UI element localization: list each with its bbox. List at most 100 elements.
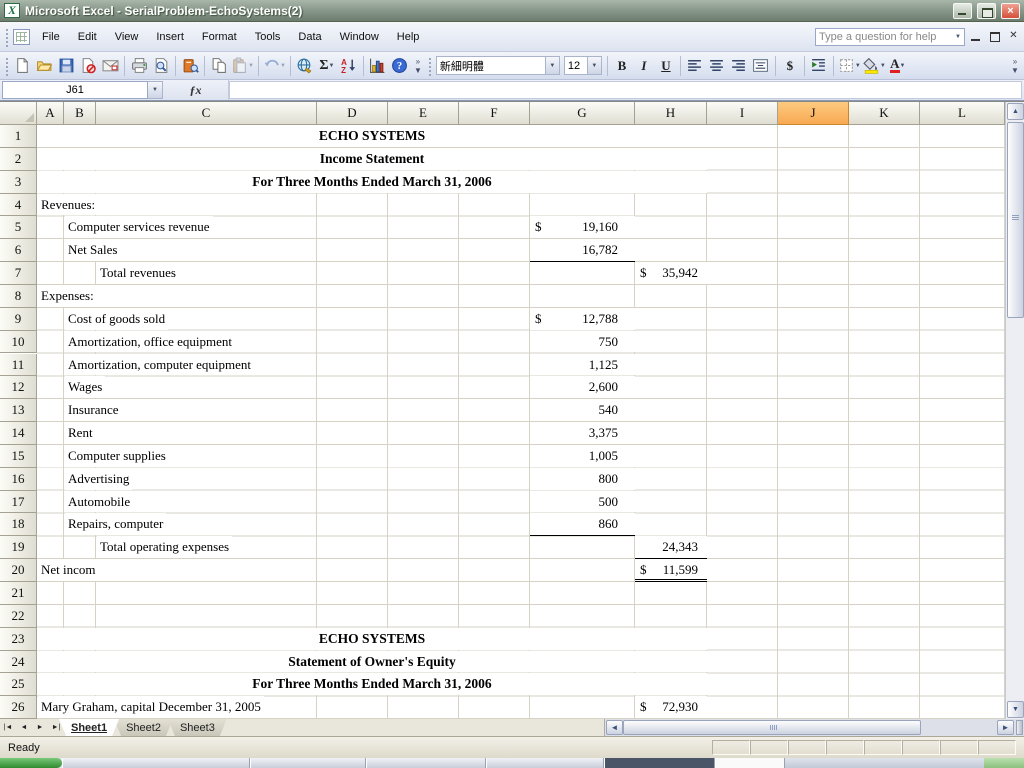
autosum-icon[interactable]: Σ ▼ [319, 57, 335, 73]
cell-A26[interactable]: Mary Graham, capital December 31, 2005 [38, 696, 264, 719]
row-header-6[interactable]: 6 [0, 239, 37, 263]
row-header-15[interactable]: 15 [0, 444, 37, 468]
cell-B14[interactable]: Rent [65, 422, 96, 444]
formula-input[interactable] [229, 81, 1022, 99]
workbook-close-icon[interactable]: ✕ [1009, 30, 1018, 41]
scroll-down-icon[interactable]: ▼ [1007, 701, 1024, 718]
cell-G12[interactable]: 2,600 [530, 376, 635, 399]
start-button[interactable] [0, 758, 62, 768]
cell-C7[interactable]: Total revenues [97, 262, 179, 284]
row-header-25[interactable]: 25 [0, 673, 37, 697]
column-header-H[interactable]: H [635, 102, 707, 125]
row-header-16[interactable]: 16 [0, 467, 37, 491]
cell-B9[interactable]: Cost of goods sold [65, 307, 169, 330]
scroll-left-icon[interactable]: ◄ [606, 720, 623, 735]
column-header-A[interactable]: A [37, 102, 64, 125]
font-color-icon[interactable]: A ▼ [890, 56, 906, 73]
column-header-K[interactable]: K [849, 102, 920, 125]
borders-icon[interactable]: ▼ [837, 55, 862, 77]
minimize-button[interactable] [953, 2, 972, 19]
menu-edit[interactable]: Edit [77, 30, 97, 43]
font-size-combo[interactable]: 12 ▼ [563, 56, 602, 75]
menu-format[interactable]: Format [201, 30, 237, 43]
bold-icon[interactable]: B [617, 57, 627, 73]
align-center-icon[interactable] [706, 55, 728, 77]
cell-B10[interactable]: Amortization, office equipment [65, 330, 236, 353]
cell-A-H-row25[interactable]: For Three Months Ended March 31, 2006 [37, 673, 707, 696]
scrollbar-splitter[interactable] [1016, 720, 1023, 735]
print-preview-icon[interactable] [150, 55, 172, 77]
column-header-F[interactable]: F [459, 102, 530, 125]
cell-A-H-row24[interactable]: Statement of Owner's Equity [37, 650, 707, 673]
row-header-4[interactable]: 4 [0, 193, 37, 217]
row-header-24[interactable]: 24 [0, 650, 37, 674]
row-header-10[interactable]: 10 [0, 330, 37, 354]
open-icon[interactable] [33, 55, 55, 77]
name-box-dropdown-icon[interactable]: ▼ [148, 81, 163, 99]
row-header-2[interactable]: 2 [0, 147, 37, 171]
chevron-down-icon[interactable]: ▼ [586, 57, 601, 74]
row-header-17[interactable]: 17 [0, 490, 37, 514]
help-question-input[interactable]: Type a question for help ▼ [815, 27, 965, 46]
column-header-J[interactable]: J [778, 102, 849, 125]
row-header-9[interactable]: 9 [0, 307, 37, 331]
taskbar-button[interactable] [366, 758, 486, 768]
restore-button[interactable] [977, 2, 996, 19]
column-header-L[interactable]: L [920, 102, 1005, 125]
align-left-icon[interactable] [684, 55, 706, 77]
cell-A4[interactable]: Revenues: [38, 193, 99, 216]
cell-B17[interactable]: Automobile [65, 490, 134, 513]
align-right-icon[interactable] [728, 55, 750, 77]
cell-G15[interactable]: 1,005 [530, 444, 635, 467]
name-box[interactable]: J61 [2, 81, 148, 99]
cell-G18[interactable]: 860 [530, 513, 635, 537]
font-name-combo[interactable]: 新細明體 ▼ [435, 56, 560, 75]
taskbar-button[interactable] [62, 758, 250, 768]
chart-wizard-icon[interactable] [367, 55, 389, 77]
cell-B11[interactable]: Amortization, computer equipment [65, 353, 255, 376]
insert-function-icon[interactable]: ƒx [163, 80, 229, 100]
cell-G13[interactable]: 540 [530, 399, 635, 422]
cell-A-H-row1[interactable]: ECHO SYSTEMS [37, 125, 707, 147]
cell-G5[interactable]: $19,160 [530, 216, 635, 239]
row-header-1[interactable]: 1 [0, 125, 37, 148]
research-icon[interactable] [179, 55, 201, 77]
row-header-18[interactable]: 18 [0, 513, 37, 537]
last-sheet-icon[interactable]: ►| [51, 724, 61, 731]
formatting-toolbar-options-icon[interactable]: » ▼ [1011, 56, 1019, 75]
column-header-I[interactable]: I [707, 102, 778, 125]
increase-indent-icon[interactable] [808, 55, 830, 77]
grid-body[interactable]: ECHO SYSTEMS Income Statement For Three Mo… [37, 125, 1005, 719]
cell-H20[interactable]: $11,599 [635, 559, 707, 582]
taskbar-button-active[interactable] [604, 758, 715, 768]
cell-G6[interactable]: 16,782 [530, 239, 635, 263]
row-header-3[interactable]: 3 [0, 170, 37, 194]
italic-icon[interactable]: I [641, 57, 647, 73]
paste-icon[interactable]: ▼ [230, 55, 255, 77]
underline-icon[interactable]: U [661, 57, 671, 73]
help-icon[interactable]: ? [389, 55, 411, 77]
cell-A-H-row3[interactable]: For Three Months Ended March 31, 2006 [37, 170, 707, 193]
cell-B6[interactable]: Net Sales [65, 239, 121, 262]
taskbar-button[interactable] [486, 758, 604, 768]
row-header-26[interactable]: 26 [0, 696, 37, 720]
save-icon[interactable] [55, 55, 77, 77]
undo-icon[interactable]: ▼ [262, 55, 287, 77]
column-header-B[interactable]: B [64, 102, 96, 125]
cell-H7[interactable]: $35,942 [635, 262, 707, 284]
row-header-23[interactable]: 23 [0, 627, 37, 651]
row-header-21[interactable]: 21 [0, 582, 37, 605]
menu-insert[interactable]: Insert [156, 30, 184, 43]
vertical-scrollbar[interactable]: ▲ ▼ [1005, 102, 1024, 719]
copy-icon[interactable] [208, 55, 230, 77]
cell-B16[interactable]: Advertising [65, 467, 133, 490]
tab-sheet3[interactable]: Sheet3 [168, 719, 227, 736]
fill-color-icon[interactable]: ▼ [862, 55, 887, 77]
hyperlink-icon[interactable] [294, 55, 316, 77]
cell-A-H-row23[interactable]: ECHO SYSTEMS [37, 627, 707, 650]
menu-data[interactable]: Data [298, 30, 322, 43]
cell-G9[interactable]: $12,788 [530, 307, 635, 330]
tab-sheet1[interactable]: Sheet1 [59, 719, 119, 736]
prev-sheet-icon[interactable]: ◄ [20, 724, 28, 731]
